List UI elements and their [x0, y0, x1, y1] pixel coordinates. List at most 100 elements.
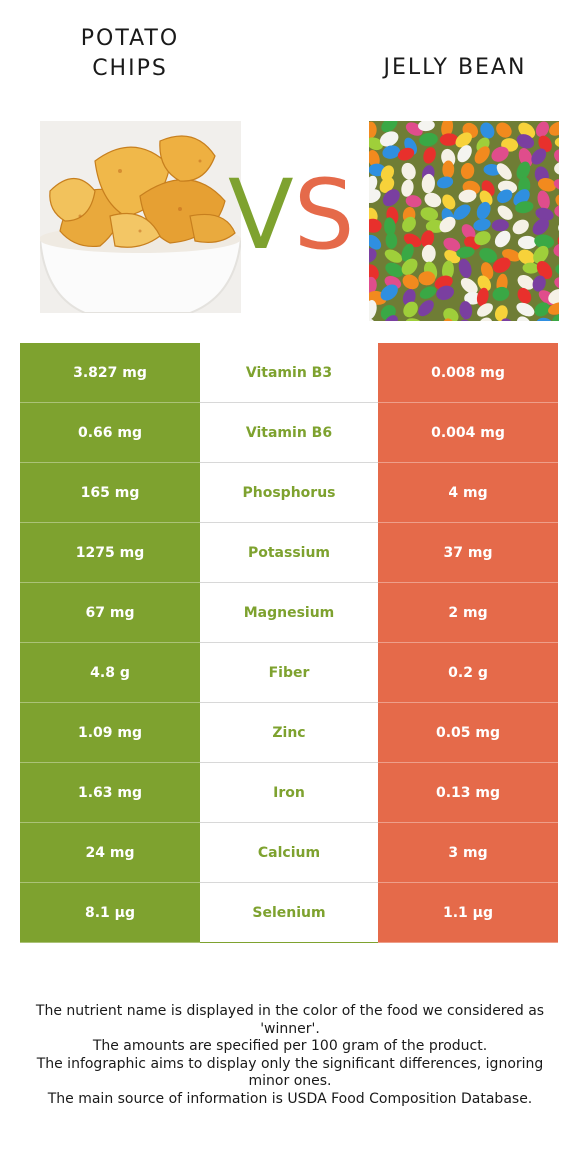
jelly-bean-shape: [380, 165, 395, 181]
jelly-bean-value: 0.004 mg: [378, 402, 558, 463]
jelly-bean-shape: [384, 217, 396, 236]
jelly-bean-shape: [442, 160, 455, 179]
jelly-bean-shape: [517, 287, 532, 304]
jelly-bean-shape: [516, 161, 531, 180]
jelly-bean-shape: [441, 121, 454, 138]
jelly-bean-shape: [496, 163, 512, 180]
table-row: 1275 mg Potassium 37 mg: [20, 522, 558, 583]
jelly-bean-value: 0.008 mg: [378, 343, 558, 403]
table-row: 3.827 mg Vitamin B3 0.008 mg: [20, 343, 558, 403]
jelly-bean-shape: [522, 262, 539, 274]
potato-chips-value: 24 mg: [20, 822, 200, 883]
jelly-bean-shape: [423, 147, 436, 164]
jelly-bean-shape: [479, 248, 498, 263]
jelly-bean-shape: [401, 162, 416, 180]
left-food-title: POTATO CHIPS: [40, 24, 220, 84]
jelly-bean-value: 0.13 mg: [378, 762, 558, 823]
potato-chips-illustration: [40, 121, 241, 313]
jelly-bean-shape: [480, 262, 494, 280]
jelly-bean-shape: [461, 224, 476, 240]
nutrient-name: Iron: [200, 762, 378, 823]
jelly-bean-shape: [554, 137, 559, 147]
jelly-bean-shape: [531, 148, 547, 165]
jelly-bean-shape: [491, 219, 509, 232]
nutrient-name: Selenium: [200, 882, 378, 943]
jelly-bean-shape: [397, 147, 415, 161]
jelly-bean-shape: [474, 231, 491, 246]
jelly-bean-shape: [383, 315, 398, 321]
footnote-line-amounts: The amounts are specified per 100 gram o…: [92, 1038, 488, 1054]
jelly-bean-shape: [456, 246, 475, 258]
jelly-bean-shape: [419, 286, 437, 299]
potato-chips-value: 67 mg: [20, 582, 200, 643]
jelly-bean-shape: [369, 175, 378, 193]
nutrient-name: Zinc: [200, 702, 378, 763]
jelly-bean-shape: [457, 145, 472, 163]
nutrient-name: Vitamin B3: [200, 343, 378, 403]
jelly-bean-shape: [553, 178, 559, 191]
jelly-bean-shape: [474, 146, 490, 164]
jelly-bean-value: 2 mg: [378, 582, 558, 643]
jelly-bean-shape: [403, 301, 418, 318]
footnote-line-aims: The infographic aims to display only the…: [36, 1055, 544, 1090]
jelly-bean-shape: [421, 244, 436, 263]
jelly-bean-shape: [496, 122, 512, 138]
table-row: 1.63 mg Iron 0.13 mg: [20, 762, 558, 823]
jelly-bean-shape: [517, 274, 535, 290]
footnote-line-winner: The nutrient name is displayed in the co…: [35, 1003, 545, 1037]
jelly-bean-shape: [483, 164, 502, 176]
jelly-bean-shape: [515, 201, 534, 214]
jelly-bean-shape: [453, 204, 471, 220]
jelly-bean-image: [369, 121, 559, 321]
jelly-bean-value: 3 mg: [378, 822, 558, 883]
table-row: 24 mg Calcium 3 mg: [20, 822, 558, 883]
jelly-bean-shape: [476, 287, 489, 307]
nutrient-name: Fiber: [200, 642, 378, 703]
jelly-bean-shape: [418, 300, 434, 317]
jelly-bean-shape: [418, 121, 435, 132]
jelly-bean-shape: [402, 289, 416, 306]
jelly-bean-value: 0.05 mg: [378, 702, 558, 763]
jelly-bean-shape: [369, 300, 377, 320]
jelly-bean-shape: [554, 149, 559, 164]
jelly-bean-shape: [464, 291, 482, 305]
jelly-bean-shape: [384, 249, 403, 263]
jelly-bean-shape: [518, 249, 535, 265]
potato-chips-value: 1275 mg: [20, 522, 200, 583]
nutrient-comparison-table: 3.827 mg Vitamin B3 0.008 mg 0.66 mg Vitamin…: [20, 343, 558, 943]
left-food-title-line2: CHIPS: [92, 56, 168, 81]
jelly-bean-shape: [441, 260, 454, 280]
nutrient-name: Calcium: [200, 822, 378, 883]
potato-chips-value: 165 mg: [20, 462, 200, 523]
jelly-bean-shape: [554, 161, 559, 175]
jelly-beans-illustration: [369, 121, 559, 321]
potato-chips-value: 4.8 g: [20, 642, 200, 703]
jelly-bean-shape: [381, 121, 398, 133]
jelly-bean-shape: [494, 305, 508, 321]
jelly-bean-shape: [458, 189, 477, 203]
jelly-bean-shape: [436, 285, 455, 301]
jelly-bean-shape: [533, 245, 549, 264]
jelly-bean-shape: [473, 218, 491, 231]
jelly-bean-shape: [549, 121, 559, 136]
jelly-bean-value: 37 mg: [378, 522, 558, 583]
jelly-bean-shape: [538, 135, 552, 152]
jelly-bean-shape: [401, 243, 414, 262]
jelly-bean-shape: [553, 243, 559, 258]
footnote-line-source: The main source of information is USDA F…: [47, 1090, 533, 1107]
table-row: 67 mg Magnesium 2 mg: [20, 582, 558, 643]
jelly-bean-shape: [369, 234, 382, 250]
jelly-bean-shape: [477, 303, 493, 317]
left-food-title-line1: POTATO: [80, 26, 180, 51]
jelly-bean-shape: [369, 150, 380, 168]
jelly-bean-shape: [439, 216, 456, 233]
jelly-bean-shape: [444, 249, 461, 264]
potato-chips-value: 3.827 mg: [20, 343, 200, 403]
jelly-bean-shape: [402, 274, 419, 290]
jelly-bean-shape: [516, 316, 532, 321]
jelly-bean-shape: [494, 230, 511, 248]
jelly-bean-shape: [516, 302, 535, 317]
jelly-bean-shape: [369, 276, 377, 294]
jelly-bean-shape: [534, 302, 550, 317]
jelly-bean-shape: [455, 132, 472, 148]
